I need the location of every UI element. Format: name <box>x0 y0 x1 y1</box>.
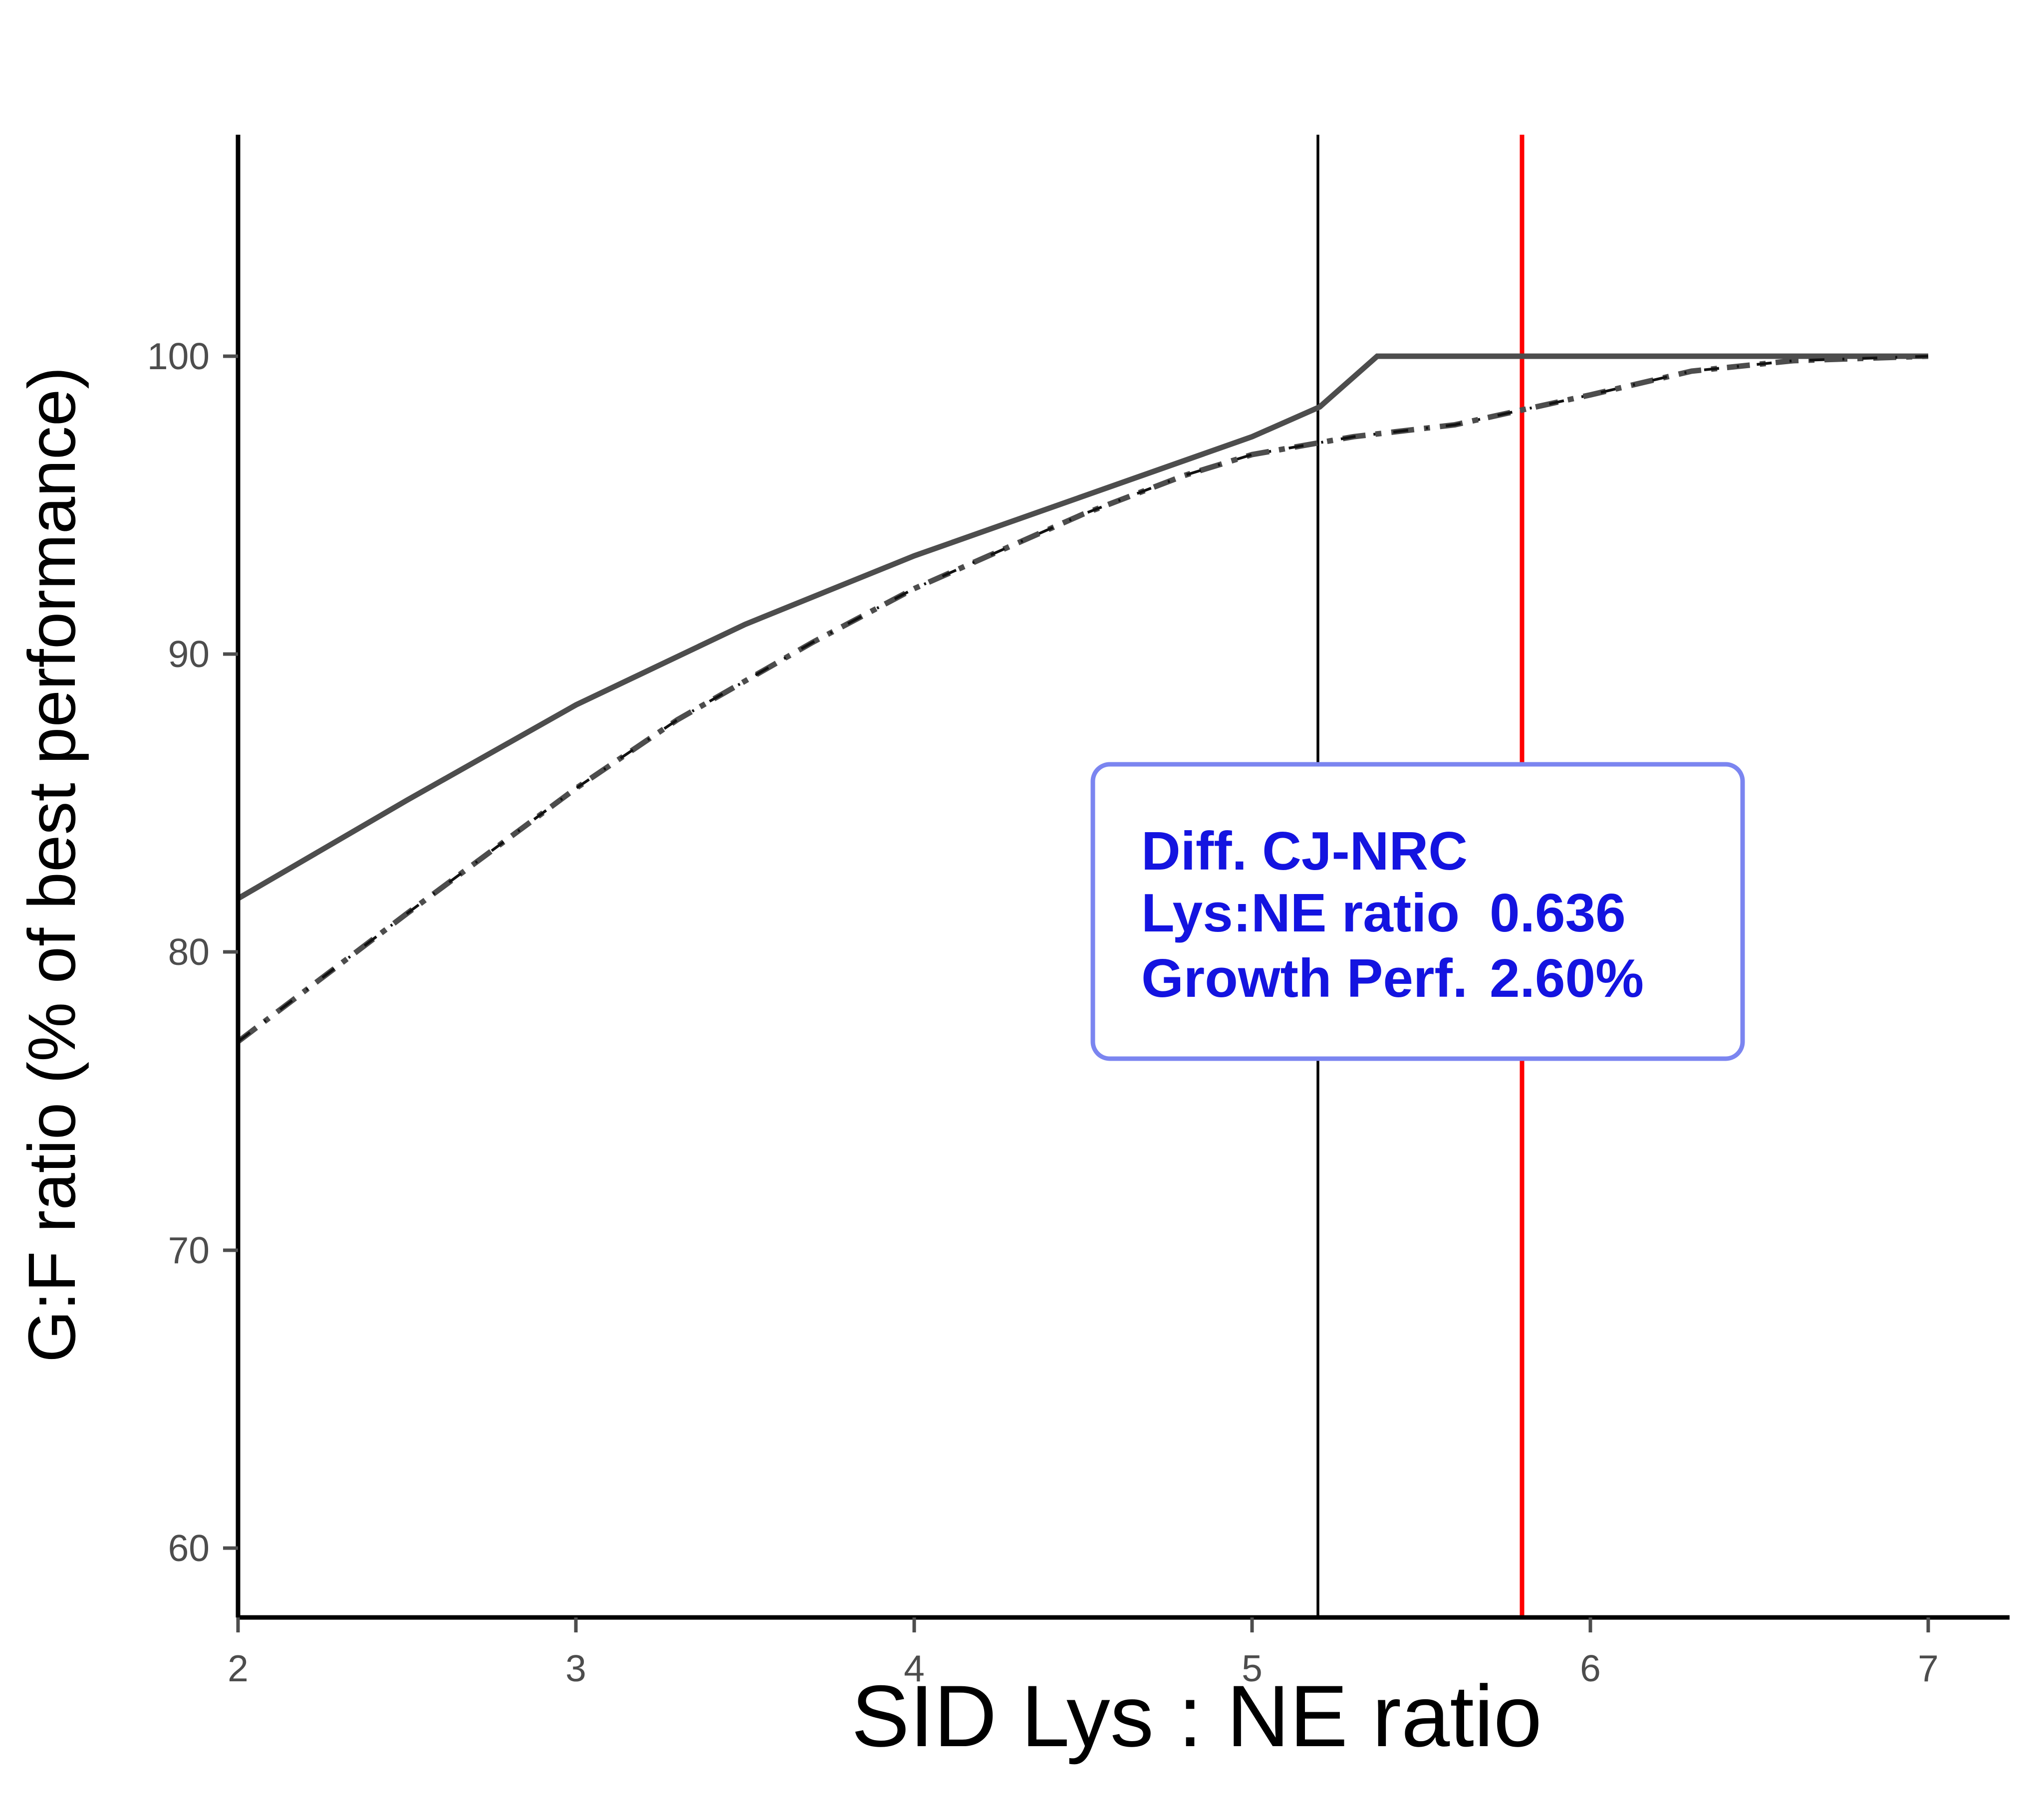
svg-text:Growth Perf.: Growth Perf. <box>1141 948 1468 1009</box>
svg-text:60: 60 <box>168 1527 210 1569</box>
svg-text:G:F ratio (% of best performan: G:F ratio (% of best performance) <box>15 367 89 1363</box>
svg-text:0.636: 0.636 <box>1490 883 1626 943</box>
svg-text:SID Lys : NE ratio: SID Lys : NE ratio <box>851 1668 1542 1765</box>
svg-text:2: 2 <box>228 1647 249 1689</box>
svg-text:3: 3 <box>565 1647 586 1689</box>
svg-text:90: 90 <box>168 633 210 675</box>
svg-text:Diff. CJ-NRC: Diff. CJ-NRC <box>1141 821 1468 882</box>
svg-text:70: 70 <box>168 1229 210 1271</box>
svg-text:80: 80 <box>168 931 210 973</box>
svg-text:2.60%: 2.60% <box>1490 948 1644 1009</box>
svg-text:6: 6 <box>1580 1647 1601 1689</box>
svg-text:7: 7 <box>1918 1647 1939 1689</box>
svg-text:100: 100 <box>147 335 210 377</box>
svg-text:Lys:NE ratio: Lys:NE ratio <box>1141 883 1460 943</box>
